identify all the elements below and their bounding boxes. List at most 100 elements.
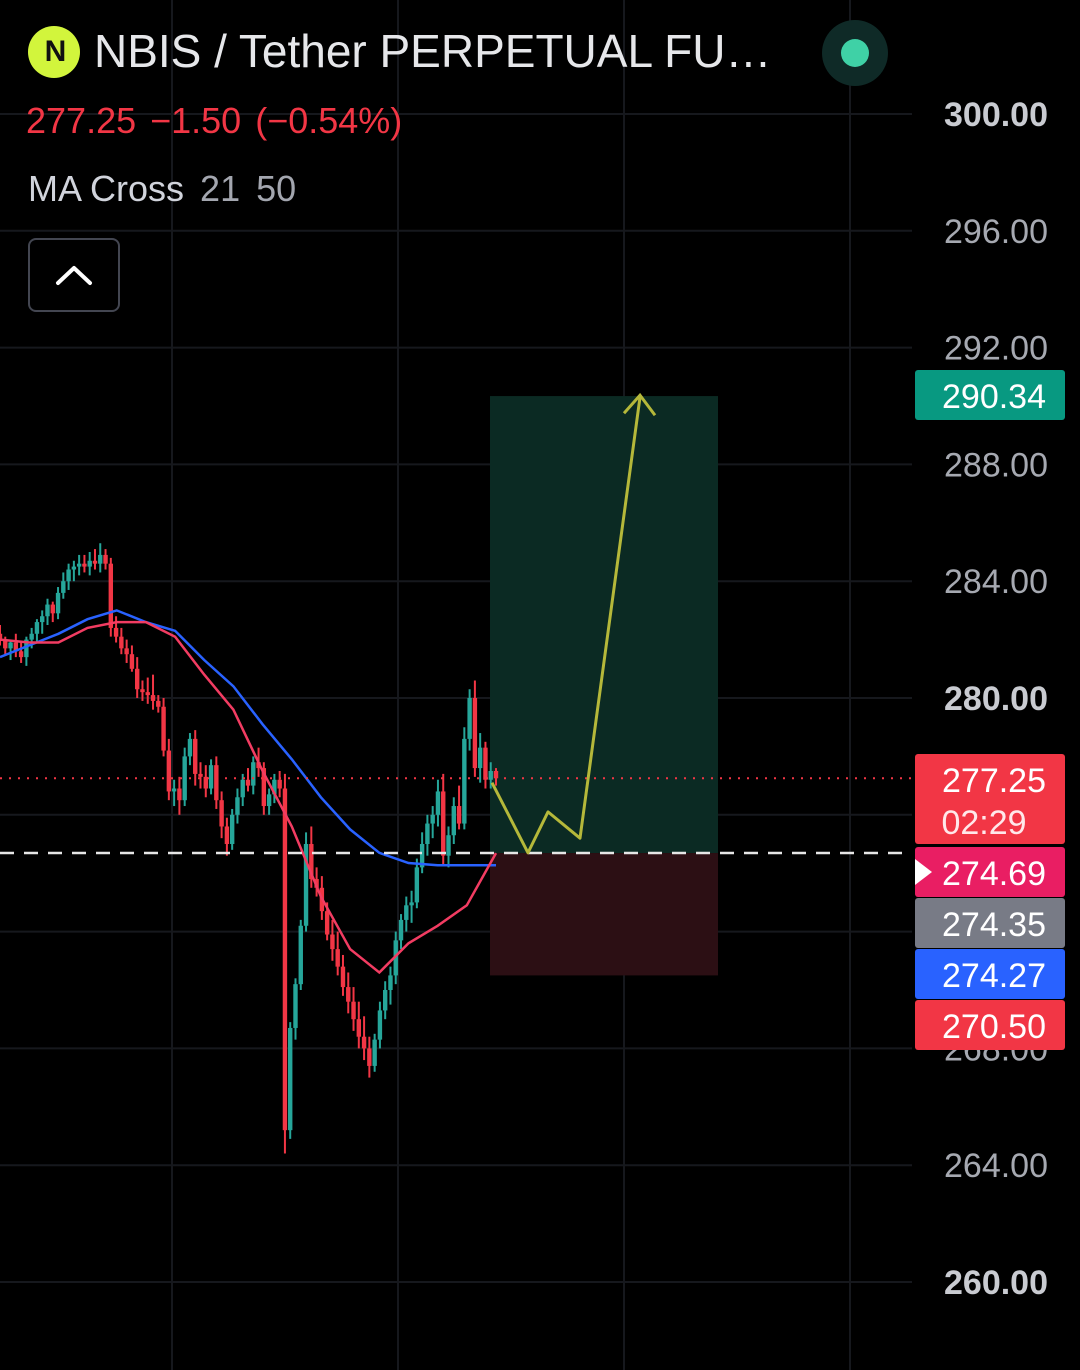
candle — [298, 919, 303, 990]
candle-body — [446, 835, 451, 856]
candle-body — [229, 814, 235, 844]
candle — [203, 765, 208, 798]
candle — [140, 680, 145, 701]
stop-zone — [490, 853, 718, 976]
candle-body — [119, 636, 124, 649]
candle-body — [346, 987, 351, 1002]
candle-body — [414, 867, 420, 903]
symbol-title[interactable]: NBIS / Tether PERPETUAL FUT… — [94, 25, 794, 77]
candle-body — [98, 554, 103, 564]
candle-body — [430, 814, 435, 824]
candle-body — [441, 791, 446, 856]
candle-body — [361, 1036, 367, 1049]
price-tick-label: 260.00 — [944, 1264, 1048, 1302]
projection-path — [490, 397, 642, 855]
candle-body — [198, 773, 203, 777]
market-status-indicator[interactable] — [822, 20, 888, 86]
candle — [161, 698, 166, 757]
candle-body — [219, 800, 224, 827]
price-label-badge: 290.34 — [915, 370, 1065, 420]
candle-body — [13, 642, 19, 652]
candle-body — [87, 560, 92, 567]
price-label-background — [915, 1000, 1065, 1050]
candle — [414, 858, 420, 909]
candle-body — [66, 569, 71, 582]
candle-body — [372, 1039, 377, 1066]
candle-body — [40, 616, 45, 623]
candle-body — [103, 554, 108, 564]
candle-body — [488, 771, 493, 780]
price-label-text: 270.50 — [942, 1008, 1046, 1046]
candle — [208, 759, 214, 795]
candle — [119, 627, 124, 655]
candle — [493, 768, 499, 786]
candle-body — [382, 990, 388, 1011]
price-tick-label: 300.00 — [944, 96, 1048, 134]
candle-body — [166, 750, 172, 792]
candle — [435, 779, 441, 827]
candle — [66, 563, 71, 590]
candle — [87, 552, 92, 576]
candle-body — [377, 1010, 383, 1040]
candle-body — [266, 794, 272, 807]
candle-body — [261, 768, 267, 807]
candle — [456, 785, 462, 830]
candle-body — [134, 668, 140, 690]
candle-body — [108, 563, 114, 628]
price-label-text: 274.27 — [942, 957, 1046, 995]
candle-body — [456, 806, 462, 824]
candle-body — [92, 560, 98, 564]
candle — [108, 557, 114, 637]
candle — [129, 645, 135, 672]
candle-body — [0, 633, 3, 640]
candle-body — [3, 639, 8, 649]
collapse-legend-button[interactable] — [28, 238, 120, 312]
price-labels: 290.34 277.25 02:29 274.69 274.35 274.27 270.5… — [915, 370, 1065, 1050]
candle — [193, 730, 198, 786]
candle-body — [409, 902, 414, 906]
candle — [235, 788, 240, 824]
candle — [171, 779, 177, 807]
candle-body — [161, 706, 166, 751]
price-tick-label: 284.00 — [944, 563, 1048, 601]
candle-body — [245, 779, 251, 786]
candle — [187, 733, 193, 766]
ma-cross-indicator[interactable]: MA Cross 21 50 — [28, 168, 296, 210]
candle-body — [18, 651, 24, 658]
candle-body — [356, 1019, 362, 1037]
candle-body — [393, 940, 398, 976]
grid — [0, 0, 912, 1370]
candle-body — [208, 765, 214, 789]
candle — [55, 587, 61, 620]
candle-body — [203, 776, 208, 789]
candle-body — [462, 738, 467, 824]
candle-body — [303, 844, 309, 926]
candle-body — [483, 747, 488, 780]
candle — [166, 738, 172, 801]
candle — [356, 1001, 362, 1049]
candle-body — [477, 747, 483, 769]
candle-body — [145, 692, 150, 696]
candle-body — [367, 1048, 372, 1066]
candle-body — [240, 779, 245, 798]
candle — [282, 773, 288, 1154]
candle — [266, 788, 272, 815]
candle — [425, 814, 430, 856]
candle — [198, 762, 203, 789]
price-label-text: 290.34 — [942, 378, 1046, 416]
candle — [277, 771, 282, 798]
candle-body — [309, 844, 314, 880]
candle-body — [129, 654, 135, 669]
candle-body — [150, 695, 156, 701]
candle — [430, 806, 435, 839]
price-label-background — [915, 370, 1065, 420]
candle-body — [156, 700, 161, 707]
candle — [451, 797, 456, 844]
candle-body — [451, 806, 456, 836]
candle — [8, 639, 13, 661]
candle — [156, 695, 161, 713]
candle-body — [472, 698, 478, 769]
candle — [76, 554, 82, 576]
status-dot-icon — [841, 39, 869, 67]
